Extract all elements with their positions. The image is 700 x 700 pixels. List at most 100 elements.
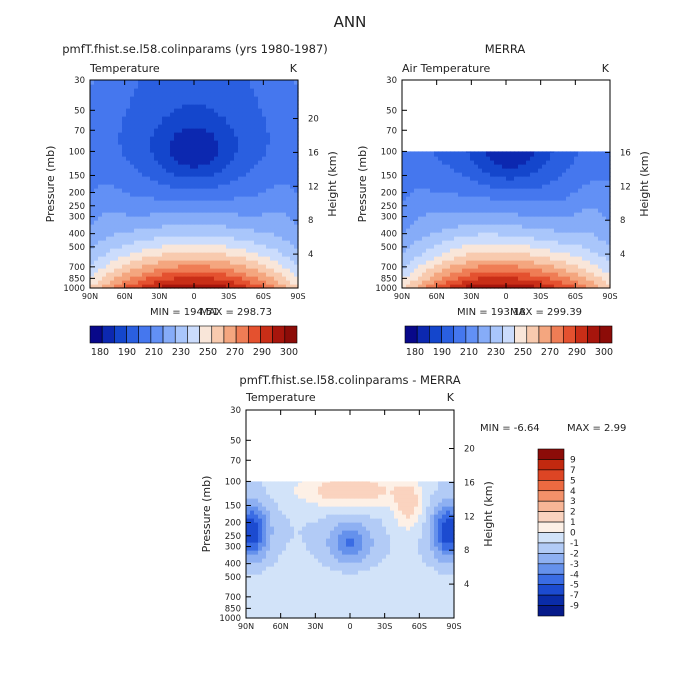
contour-cell	[146, 196, 151, 201]
contour-cell	[274, 192, 279, 197]
y-tick-label: 400	[381, 230, 397, 240]
contour-cell	[94, 184, 99, 189]
contour-cell	[142, 152, 147, 157]
contour-cell	[498, 224, 503, 229]
contour-cell	[442, 176, 447, 181]
contour-cell	[402, 272, 407, 277]
contour-cell	[438, 156, 443, 161]
contour-cell	[446, 240, 451, 245]
contour-cell	[174, 192, 179, 197]
contour-cell	[458, 172, 463, 177]
contour-cell	[158, 180, 163, 185]
contour-cell	[258, 124, 263, 129]
contour-cell	[210, 196, 215, 201]
contour-cell	[462, 212, 467, 217]
contour-cell	[138, 280, 143, 285]
contour-cell	[294, 606, 299, 611]
contour-cell	[426, 272, 431, 277]
contour-cell	[506, 236, 511, 241]
contour-cell	[242, 184, 247, 189]
contour-cell	[550, 224, 555, 229]
contour-cell	[218, 248, 223, 253]
contour-cell	[270, 240, 275, 245]
contour-cell	[254, 272, 259, 277]
contour-cell	[146, 180, 151, 185]
colorbar-label: 210	[460, 347, 478, 358]
contour-cell	[150, 284, 155, 289]
contour-cell	[446, 208, 451, 213]
contour-cell	[166, 160, 171, 165]
contour-cell	[270, 112, 275, 117]
contour-cell	[502, 248, 507, 253]
contour-cell	[282, 84, 287, 89]
contour-cell	[410, 164, 415, 169]
contour-cell	[322, 606, 327, 611]
contour-cell	[442, 260, 447, 265]
contour-cell	[210, 160, 215, 165]
contour-cell	[558, 260, 563, 265]
contour-cell	[102, 164, 107, 169]
contour-cell	[550, 276, 555, 281]
contour-cell	[242, 268, 247, 273]
contour-cell	[574, 260, 579, 265]
contour-cell	[478, 200, 483, 205]
contour-cell	[186, 108, 191, 113]
contour-cell	[118, 264, 123, 269]
contour-cell	[102, 136, 107, 141]
contour-cell	[502, 212, 507, 217]
panel-merra-title: MERRA	[485, 42, 526, 56]
contour-cell	[114, 112, 119, 117]
contour-cell	[130, 112, 135, 117]
contour-cell	[270, 120, 275, 125]
contour-cell	[294, 216, 299, 221]
contour-cell	[218, 260, 223, 265]
contour-cell	[146, 92, 151, 97]
contour-cell	[518, 176, 523, 181]
contour-cell	[438, 276, 443, 281]
contour-cell	[466, 192, 471, 197]
contour-cell	[282, 240, 287, 245]
contour-cell	[186, 156, 191, 161]
contour-cell	[602, 248, 607, 253]
contour-cell	[502, 192, 507, 197]
contour-cell	[486, 200, 491, 205]
contour-cell	[230, 88, 235, 93]
contour-cell	[234, 84, 239, 89]
contour-cell	[262, 272, 267, 277]
contour-cell	[134, 148, 139, 153]
contour-cell	[118, 220, 123, 225]
contour-cell	[326, 598, 331, 603]
contour-cell	[606, 180, 611, 185]
contour-cell	[138, 112, 143, 117]
contour-cell	[606, 240, 611, 245]
contour-cell	[254, 112, 259, 117]
contour-cell	[242, 116, 247, 121]
contour-cell	[542, 200, 547, 205]
contour-cell	[566, 232, 571, 237]
contour-cell	[574, 264, 579, 269]
contour-cell	[586, 224, 591, 229]
contour-cell	[118, 284, 123, 289]
contour-cell	[522, 196, 527, 201]
contour-cell	[126, 268, 131, 273]
contour-cell	[446, 260, 451, 265]
contour-cell	[402, 248, 407, 253]
contour-cell	[186, 176, 191, 181]
contour-cell	[418, 610, 423, 615]
contour-cell	[402, 228, 407, 233]
contour-cell	[262, 212, 267, 217]
contour-cell	[142, 136, 147, 141]
contour-cell	[570, 160, 575, 165]
contour-cell	[582, 152, 587, 157]
contour-cell	[114, 196, 119, 201]
contour-cell	[142, 128, 147, 133]
contour-cell	[170, 172, 175, 177]
contour-cell	[242, 144, 247, 149]
contour-cell	[414, 220, 419, 225]
contour-cell	[330, 614, 335, 619]
contour-cell	[166, 132, 171, 137]
contour-cell	[430, 220, 435, 225]
contour-cell	[178, 160, 183, 165]
contour-cell	[194, 104, 199, 109]
contour-cell	[466, 168, 471, 173]
